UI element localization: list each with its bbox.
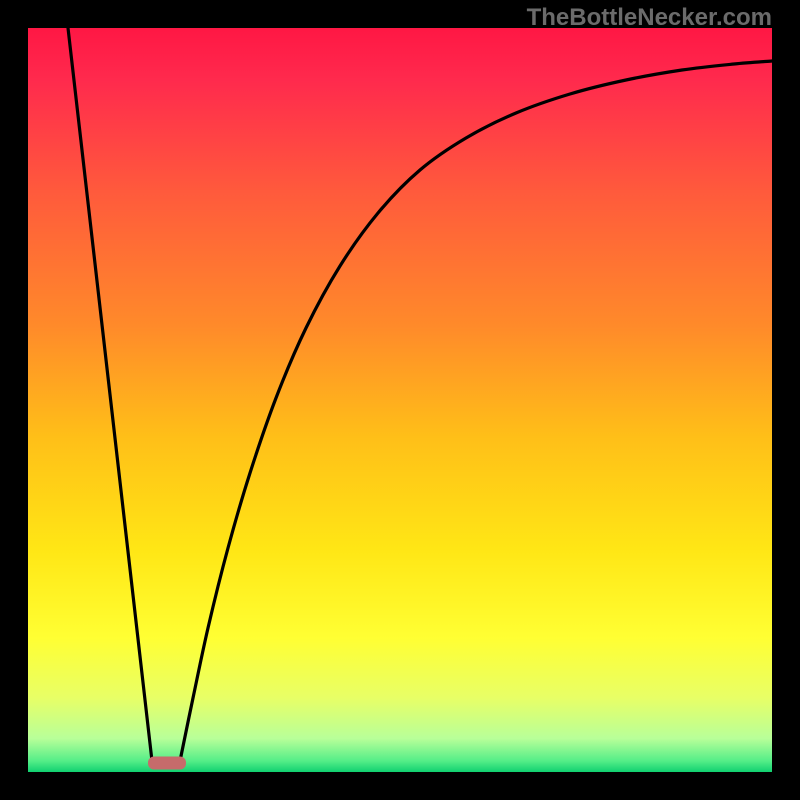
bottleneck-chart: TheBottleNecker.com: [0, 0, 800, 800]
curve-layer: [28, 28, 772, 772]
plot-area: [28, 28, 772, 772]
watermark-text: TheBottleNecker.com: [527, 4, 772, 32]
bottleneck-curve: [68, 28, 772, 761]
optimal-marker: [148, 757, 186, 770]
